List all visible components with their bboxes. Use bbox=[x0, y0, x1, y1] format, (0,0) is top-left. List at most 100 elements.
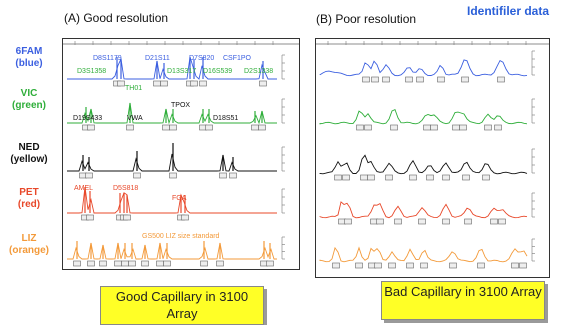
allele-call-box bbox=[461, 76, 469, 83]
allele-call-box bbox=[484, 124, 492, 131]
locus-label: CSF1PO bbox=[223, 55, 252, 62]
caption-text: Good Capillary in 3100 Array bbox=[115, 289, 249, 321]
allele-call-box bbox=[382, 76, 390, 83]
allele-call-box bbox=[494, 124, 502, 131]
allele-call-box bbox=[229, 172, 237, 179]
allele-call-box bbox=[181, 214, 189, 221]
caption-good-capillary: Good Capillary in 3100 Array bbox=[100, 286, 264, 325]
allele-call-box bbox=[459, 124, 467, 131]
allele-call-box bbox=[86, 214, 94, 221]
allele-call-box bbox=[162, 124, 170, 131]
allele-call-box bbox=[437, 76, 445, 83]
trace-6fam bbox=[67, 56, 277, 80]
allele-call-box bbox=[409, 174, 417, 181]
allele-call-box bbox=[497, 76, 505, 83]
locus-label: GS500 LIZ size standard bbox=[142, 233, 220, 240]
allele-call-box bbox=[388, 262, 396, 269]
allele-call-box bbox=[219, 172, 227, 179]
locus-label: D2S1338 bbox=[244, 68, 273, 75]
allele-call-box bbox=[442, 218, 450, 225]
locus-label: D21S11 bbox=[145, 55, 170, 62]
allele-call-box bbox=[418, 218, 426, 225]
allele-call-box bbox=[477, 262, 485, 269]
locus-label: TH01 bbox=[125, 85, 142, 92]
channel-label-liz: LIZ (orange) bbox=[0, 233, 58, 257]
trace-pet bbox=[319, 201, 528, 219]
allele-call-box bbox=[117, 80, 125, 87]
trace-6fam bbox=[319, 59, 528, 77]
allele-call-box bbox=[355, 262, 363, 269]
allele-call-box bbox=[405, 76, 413, 83]
locus-label: D13S317 bbox=[167, 68, 196, 75]
allele-call-box bbox=[420, 262, 428, 269]
caption-text: Bad Capillary in 3100 Array bbox=[384, 284, 542, 299]
allele-call-box bbox=[342, 174, 350, 181]
allele-call-box bbox=[200, 260, 208, 267]
allele-call-box bbox=[482, 174, 490, 181]
allele-call-box bbox=[156, 260, 164, 267]
trace-ned bbox=[319, 154, 528, 175]
allele-call-box bbox=[169, 124, 177, 131]
allele-call-box bbox=[251, 124, 259, 131]
allele-call-box bbox=[190, 80, 198, 87]
allele-call-box bbox=[73, 260, 81, 267]
allele-call-box bbox=[258, 124, 266, 131]
allele-call-box bbox=[519, 262, 527, 269]
allele-call-box bbox=[114, 260, 122, 267]
locus-label: D8S1179 bbox=[93, 55, 122, 62]
allele-call-box bbox=[367, 174, 375, 181]
allele-call-box bbox=[498, 218, 506, 225]
trace-ned bbox=[67, 153, 277, 172]
allele-call-box bbox=[160, 80, 168, 87]
locus-label: D5S818 bbox=[113, 185, 138, 192]
trace-vic bbox=[67, 102, 277, 125]
electropherogram-panel-poor bbox=[315, 38, 550, 278]
allele-call-box bbox=[123, 214, 131, 221]
panel-b-title: (B) Poor resolution bbox=[316, 12, 417, 26]
allele-call-box bbox=[374, 262, 382, 269]
allele-call-box bbox=[364, 124, 372, 131]
allele-call-box bbox=[362, 76, 370, 83]
allele-call-box bbox=[163, 260, 171, 267]
trace-liz bbox=[67, 242, 277, 260]
allele-call-box bbox=[169, 172, 177, 179]
channel-dye: NED bbox=[18, 142, 40, 153]
channel-color-name: (orange) bbox=[9, 245, 49, 256]
allele-call-box bbox=[121, 260, 129, 267]
allele-call-box bbox=[332, 262, 340, 269]
channel-dye: PET bbox=[19, 187, 39, 198]
allele-call-box bbox=[87, 124, 95, 131]
allele-call-box bbox=[511, 262, 519, 269]
allele-call-box bbox=[126, 124, 134, 131]
electropherogram-traces-good: D8S1179 D21S11 D7S820 CSF1PO D3S1358 TH01 D13S… bbox=[63, 41, 299, 267]
allele-call-box bbox=[128, 260, 136, 267]
allele-call-box bbox=[344, 218, 352, 225]
locus-label: D16S539 bbox=[203, 68, 232, 75]
locus-label: D3S1358 bbox=[77, 68, 106, 75]
allele-call-box bbox=[87, 260, 95, 267]
channel-label-6fam: 6FAM (blue) bbox=[0, 46, 58, 70]
allele-call-box bbox=[490, 218, 498, 225]
locus-label: TPOX bbox=[171, 102, 190, 109]
allele-call-box bbox=[385, 174, 393, 181]
allele-call-box bbox=[259, 80, 267, 87]
electropherogram-panel-good: D8S1179 D21S11 D7S820 CSF1PO D3S1358 TH01 D13S… bbox=[62, 38, 300, 270]
locus-label: D18S51 bbox=[213, 115, 238, 122]
allele-call-box bbox=[423, 124, 431, 131]
allele-call-box bbox=[442, 174, 450, 181]
channel-label-vic: VIC (green) bbox=[0, 88, 58, 112]
allele-call-box bbox=[199, 80, 207, 87]
panel-a-title: (A) Good resolution bbox=[64, 11, 169, 25]
trace-pet bbox=[67, 186, 277, 214]
allele-call-box bbox=[390, 124, 398, 131]
locus-label: D7S820 bbox=[189, 55, 214, 62]
trace-vic bbox=[319, 108, 528, 125]
allele-call-box bbox=[371, 76, 379, 83]
allele-call-box bbox=[141, 260, 149, 267]
allele-call-box bbox=[334, 174, 342, 181]
allele-call-box bbox=[216, 260, 224, 267]
allele-call-box bbox=[133, 172, 141, 179]
allele-call-box bbox=[449, 262, 457, 269]
allele-call-box bbox=[416, 76, 424, 83]
electropherogram-traces-poor bbox=[316, 41, 549, 269]
